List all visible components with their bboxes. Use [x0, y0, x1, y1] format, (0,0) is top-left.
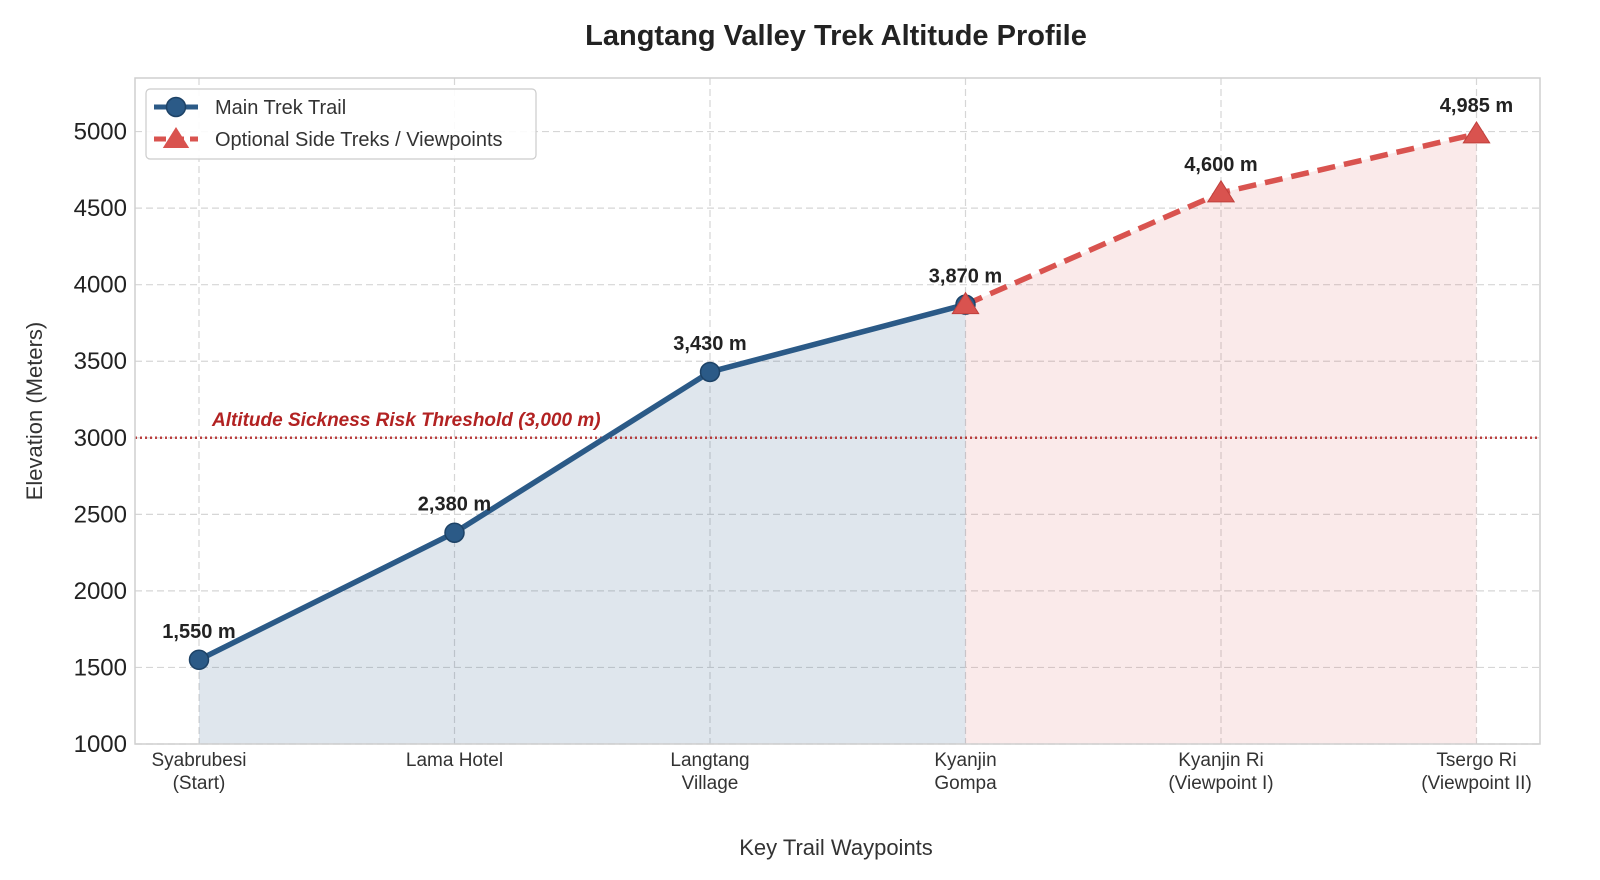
- chart-title: Langtang Valley Trek Altitude Profile: [585, 20, 1087, 52]
- y-tick-label: 5000: [74, 119, 127, 146]
- plot-border: [134, 77, 1541, 745]
- x-tick-label-line: (Viewpoint II): [1421, 773, 1532, 794]
- x-tick-label: Lama Hotel: [406, 750, 503, 771]
- threshold-label: Altitude Sickness Risk Threshold (3,000 …: [211, 410, 601, 431]
- x-tick-label-line: Village: [682, 773, 739, 794]
- data-point: [699, 361, 721, 383]
- x-tick-label-line: Lama Hotel: [406, 750, 503, 771]
- x-tick-label: Langtang Village: [670, 750, 749, 794]
- data-point: [951, 291, 980, 315]
- x-tick-label: Kyanjin Ri (Viewpoint I): [1168, 750, 1273, 794]
- x-tick-label-line: Tsergo Ri: [1436, 750, 1516, 771]
- series-line: [196, 301, 969, 663]
- x-tick-label-line: (Viewpoint I): [1168, 773, 1273, 794]
- x-tick-label-line: Syabrubesi: [151, 750, 246, 771]
- y-tick-label: 1000: [74, 731, 127, 758]
- y-tick-label: 1500: [74, 654, 127, 681]
- y-tick-label: 4500: [74, 195, 127, 222]
- x-tick-label: Kyanjin Gompa: [934, 750, 997, 794]
- y-tick-label: 3500: [74, 348, 127, 375]
- x-axis-label: Key Trail Waypoints: [739, 835, 933, 860]
- x-tick-label-line: Langtang: [670, 750, 749, 771]
- data-label: 4,985 m: [1440, 95, 1513, 117]
- data-point: [444, 522, 465, 543]
- y-tick-label: 3000: [74, 425, 127, 452]
- data-label: 2,380 m: [418, 494, 491, 516]
- x-tick-label-line: Kyanjin: [934, 750, 996, 771]
- y-tick-label: 4000: [74, 272, 127, 299]
- legend-label: Main Trek Trail: [215, 97, 346, 119]
- x-tick-label-line: Kyanjin Ri: [1178, 750, 1264, 771]
- plot-area: 1000 1500 2000 2500 3000 3500 4000 4500 5000 Syab…: [74, 77, 1541, 794]
- legend: Main Trek Trail Optional Side Treks / Vie…: [145, 88, 537, 160]
- x-tick-label: Tsergo Ri (Viewpoint II): [1421, 750, 1532, 794]
- y-axis-label: Elevation (Meters): [22, 322, 47, 501]
- data-point: [1206, 179, 1236, 203]
- data-label: 3,870 m: [929, 266, 1002, 288]
- legend-marker: [162, 127, 190, 148]
- x-tick-label-line: Gompa: [934, 773, 997, 794]
- legend-box: [145, 88, 537, 160]
- legend-label: Optional Side Treks / Viewpoints: [215, 129, 503, 151]
- plot-background: [135, 78, 1540, 744]
- data-point: [188, 649, 210, 671]
- series-area-fill: [199, 304, 966, 744]
- data-label: 3,430 m: [673, 333, 746, 355]
- y-tick-label: 2500: [74, 501, 127, 528]
- data-label: 4,600 m: [1184, 154, 1257, 176]
- x-tick-label: Syabrubesi (Start): [151, 750, 246, 794]
- legend-marker: [165, 96, 187, 118]
- x-tick-label-line: (Start): [173, 773, 226, 794]
- y-tick-label: 2000: [74, 578, 127, 605]
- data-label: 1,550 m: [162, 621, 235, 643]
- data-point: [1462, 120, 1491, 144]
